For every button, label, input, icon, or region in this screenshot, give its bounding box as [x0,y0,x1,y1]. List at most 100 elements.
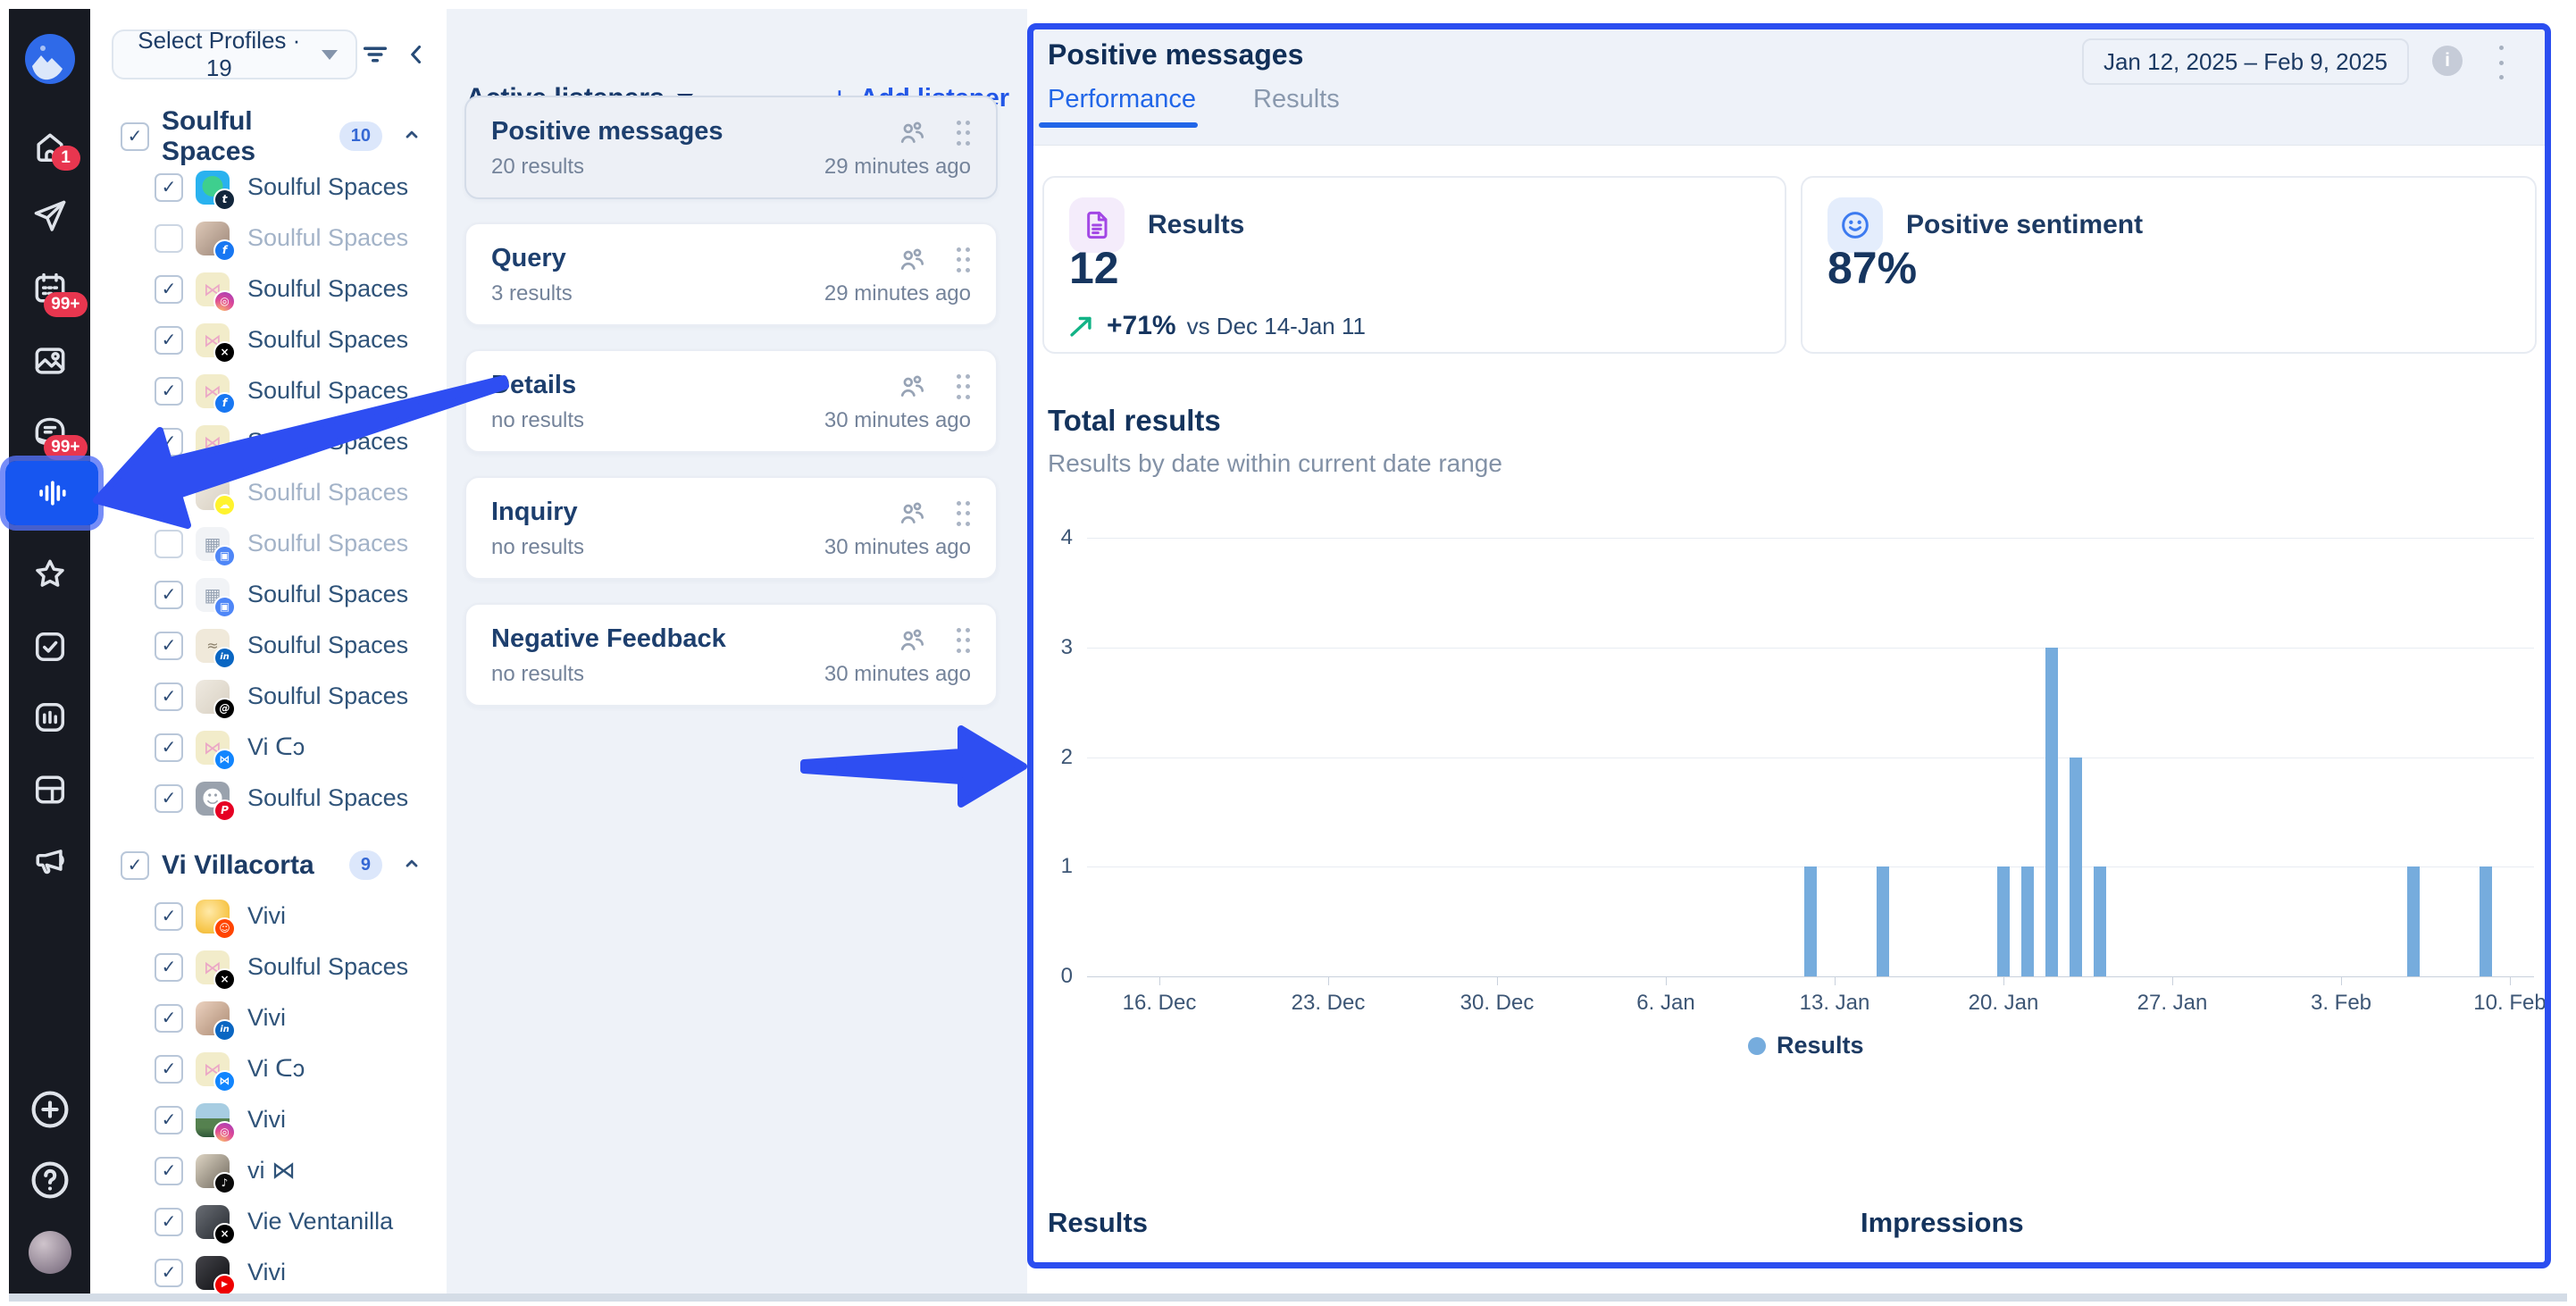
sidebar-item-home[interactable]: 1 [25,122,80,172]
profile-checkbox[interactable]: ✓ [155,1156,183,1185]
help-button[interactable] [27,1157,73,1203]
app-logo[interactable] [24,34,75,84]
profile-checkbox[interactable]: ✓ [155,901,183,931]
assignees-button[interactable] [896,624,928,657]
sidebar-item-approvals[interactable] [25,622,75,672]
profile-checkbox[interactable]: ✓ [155,427,183,456]
assignees-button[interactable] [896,244,928,276]
listener-card[interactable]: Negative Feedback no results 30 minutes ag… [464,603,998,707]
chevron-up-icon[interactable] [398,850,425,881]
listener-card[interactable]: Query 3 results 29 minutes ago [464,222,998,326]
filter-button[interactable] [357,35,393,74]
bar[interactable] [2407,866,2420,976]
sidebar-item-reports[interactable] [25,692,75,742]
assignees-button[interactable] [896,117,928,149]
sidebar-item-inbox[interactable]: 99+ [25,406,88,460]
collapse-panel-button[interactable] [398,35,434,74]
profile-checkbox[interactable]: ✓ [155,631,183,660]
sidebar-item-media-library[interactable] [25,336,75,386]
info-icon[interactable]: i [2432,46,2463,76]
profile-row[interactable]: ✓ × Vie Ventanilla [90,1196,447,1247]
bar[interactable] [2070,757,2082,976]
profile-checkbox[interactable]: ✓ [155,1105,183,1134]
profile-checkbox[interactable]: ✓ [155,952,183,982]
profile-row[interactable]: ✓ ⋈ × Soulful Spaces [90,314,447,365]
snapchat-badge-icon: ☁ [213,493,236,516]
add-button[interactable] [27,1086,73,1133]
bar[interactable] [1804,866,1817,976]
profile-row[interactable]: ✓ ◎ Vivi [90,1094,447,1145]
profile-checkbox[interactable] [155,529,183,558]
drag-handle-icon[interactable] [957,247,971,274]
profile-checkbox[interactable]: ✓ [155,580,183,609]
sidebar-item-dashboards[interactable] [25,765,75,815]
listener-card[interactable]: Details no results 30 minutes ago [464,349,998,453]
profile-row[interactable]: ✓ ⋈ ⋈ Vi ᑕɔ [90,1043,447,1094]
profile-row[interactable]: ✓ ⋈ f Soulful Spaces [90,365,447,416]
bar[interactable] [2480,866,2492,976]
profile-row[interactable]: ▦ ▣ Soulful Spaces [90,518,447,569]
profile-checkbox[interactable]: ✓ [155,682,183,711]
profile-row[interactable]: ✓ ⋈ ◎ Soulful Spaces [90,264,447,314]
profile-row[interactable]: ✓ ⋈ ♪ Soulful Spaces [90,416,447,467]
drag-handle-icon[interactable] [957,374,971,401]
profile-group-header[interactable]: ✓ Soulful Spaces 10 [90,111,447,166]
profile-checkbox[interactable]: ✓ [155,1207,183,1236]
profile-row[interactable]: ☁ Soulful Spaces [90,467,447,518]
profile-row[interactable]: ✓ ⋈ × Soulful Spaces [90,942,447,992]
profile-selector[interactable]: Select Profiles · 19 [112,27,357,81]
profile-checkbox[interactable]: ✓ [155,172,183,202]
drag-handle-icon[interactable] [957,628,971,655]
kebab-menu[interactable] [2497,46,2505,80]
profile-checkbox[interactable]: ✓ [121,850,149,880]
bar[interactable] [2021,866,2034,976]
profile-row[interactable]: ✓ ▦ ▣ Soulful Spaces [90,569,447,620]
tab-performance[interactable]: Performance [1048,85,1197,113]
profile-checkbox[interactable]: ✓ [155,325,183,355]
profile-checkbox[interactable]: ✓ [155,1003,183,1033]
profile-row[interactable]: ✓ in Vivi [90,992,447,1043]
bar[interactable] [2094,866,2106,976]
profile-row[interactable]: ✓ t Soulful Spaces [90,162,447,213]
profile-row[interactable]: ✓ ≈ in Soulful Spaces [90,620,447,671]
drag-handle-icon[interactable] [957,501,971,528]
profile-checkbox[interactable]: ✓ [155,1054,183,1084]
profile-row[interactable]: ✓ ♪ vi ⋈ [90,1145,447,1196]
x-axis-label: 10. Feb [2473,991,2547,1015]
listener-card[interactable]: Positive messages 20 results 29 minutes ag… [464,96,998,199]
profile-checkbox[interactable]: ✓ [155,1258,183,1287]
listener-card[interactable]: Inquiry no results 30 minutes ago [464,476,998,580]
assignees-button[interactable] [896,498,928,530]
sidebar-item-listening[interactable] [0,456,104,531]
chart-legend[interactable]: Results [1748,1032,1864,1059]
user-avatar[interactable] [27,1229,73,1276]
profile-row[interactable]: ✓ ☺ Vivi [90,891,447,942]
profile-checkbox[interactable]: ✓ [155,274,183,304]
sidebar-item-calendar[interactable]: 99+ [25,264,88,317]
sidebar-item-publishing[interactable] [25,191,75,241]
assignees-button[interactable] [896,371,928,403]
profile-checkbox[interactable]: ✓ [155,376,183,406]
profile-row[interactable]: ✓ ⋈ ⋈ Vi ᑕɔ [90,722,447,773]
profile-row[interactable]: ✓ ▶ Vivi [90,1247,447,1293]
profile-row[interactable]: ✓ @ Soulful Spaces [90,671,447,722]
chevron-up-icon[interactable] [398,121,425,152]
profile-group-header[interactable]: ✓ Vi Villacorta 9 [90,840,447,891]
drag-handle-icon[interactable] [957,121,971,147]
listener-updated: 29 minutes ago [824,155,971,179]
avatar: ⋈ f [196,373,236,414]
profile-checkbox[interactable] [155,478,183,507]
bar[interactable] [1877,866,1889,976]
profile-checkbox[interactable] [155,223,183,253]
profile-row[interactable]: ✓ ☻ P Soulful Spaces [90,773,447,824]
sidebar-item-favorites[interactable] [25,549,75,599]
sidebar-item-advocacy[interactable] [25,835,75,885]
date-range-picker[interactable]: Jan 12, 2025 – Feb 9, 2025 [2081,38,2409,85]
profile-checkbox[interactable]: ✓ [155,783,183,813]
profile-row[interactable]: f Soulful Spaces [90,213,447,264]
tab-results[interactable]: Results [1253,85,1340,113]
profile-checkbox[interactable]: ✓ [155,733,183,762]
bar[interactable] [1997,866,2010,976]
profile-checkbox[interactable]: ✓ [121,121,149,151]
bar[interactable] [2045,647,2058,976]
